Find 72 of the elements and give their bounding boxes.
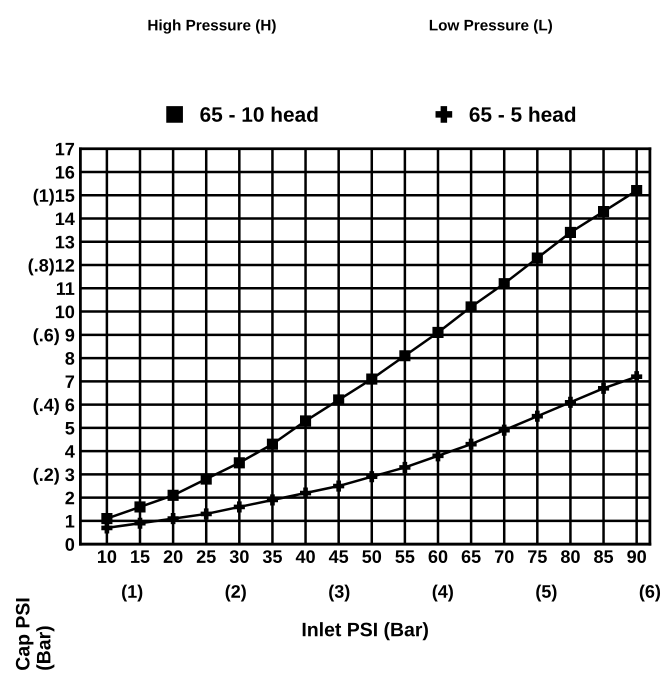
text: Low Pressure (L) (430, 19, 552, 34)
y-tick-label: (.6) 9 (34, 328, 74, 346)
y-tick-label: 8 (65, 352, 74, 365)
y-tick-label: 7 (66, 375, 74, 388)
x-tick-label: 15 (131, 550, 150, 563)
point (532, 410, 543, 422)
point (466, 438, 477, 450)
point (134, 518, 146, 529)
point (300, 415, 312, 426)
point (564, 396, 576, 408)
point (598, 382, 610, 394)
x-tick-label: 55 (395, 550, 414, 563)
x2-tick-label: (3) (329, 584, 350, 602)
point (101, 513, 112, 524)
x-tick-label: 10 (98, 550, 116, 563)
x-tick-label: 35 (262, 550, 282, 564)
legend-label: 65 - 5 head (470, 106, 576, 122)
y-tick-label: 4 (65, 445, 75, 458)
text: High Pressure (H) (148, 19, 276, 34)
y-tick-label: 5 (65, 422, 74, 435)
point (432, 326, 444, 338)
x-axis-title: Inlet PSI (Bar) (302, 622, 428, 640)
x-tick-label: 85 (594, 550, 614, 563)
x2-tick-label: (5) (536, 584, 556, 602)
x-tick-label: 45 (328, 550, 348, 563)
y-axis-title: Cap PSI (Bar) (16, 598, 54, 670)
x-tick-label: 65 (462, 550, 481, 563)
y-tick-label: (1)15 (34, 188, 74, 206)
y-tick-label: 2 (65, 492, 74, 504)
y-tick-label: 17 (56, 142, 74, 156)
y-tick-label: 14 (56, 212, 75, 226)
point (366, 373, 378, 385)
y-tick-label: (.8)12 (28, 258, 74, 276)
point (564, 226, 576, 238)
x-tick-label: 75 (528, 550, 547, 563)
y-tick-label: 13 (56, 236, 74, 249)
point (234, 457, 245, 468)
point (200, 508, 212, 520)
point (266, 494, 278, 506)
x2-tick-label: (1) (122, 584, 142, 602)
point (168, 513, 179, 524)
y-tick-label: 10 (56, 305, 74, 318)
point (168, 490, 179, 501)
x-tick-label: 80 (560, 550, 580, 563)
legend-label: 65 - 10 head (200, 106, 318, 122)
y-tick-label: (.2) 3 (34, 468, 74, 485)
x-tick-label: 50 (362, 550, 382, 563)
point (399, 462, 410, 473)
x2-tick-label: (2) (226, 584, 246, 602)
point (134, 501, 146, 513)
x-tick-label: 25 (196, 550, 216, 563)
x2-tick-label: (6) (640, 584, 660, 602)
y-tick-label: 0 (66, 538, 74, 551)
point (333, 480, 344, 492)
y-tick-label: 1 (66, 515, 74, 528)
x-tick-label: 30 (230, 550, 249, 564)
point (234, 501, 245, 513)
x-tick-label: 60 (428, 550, 448, 563)
x2-tick-label: (4) (432, 584, 453, 602)
y-tick-label: (.4) 6 (34, 398, 74, 415)
x-tick-label: 90 (627, 550, 646, 563)
point (498, 424, 510, 436)
x-tick-label: 40 (296, 550, 315, 563)
point (366, 471, 378, 482)
point (266, 438, 278, 450)
x-tick-label: 20 (164, 550, 182, 563)
point (598, 206, 610, 218)
x-tick-label: 70 (494, 550, 514, 563)
y-tick-label: 16 (56, 166, 74, 179)
y-tick-label: 11 (56, 282, 74, 295)
point (532, 252, 543, 264)
point (399, 350, 410, 362)
